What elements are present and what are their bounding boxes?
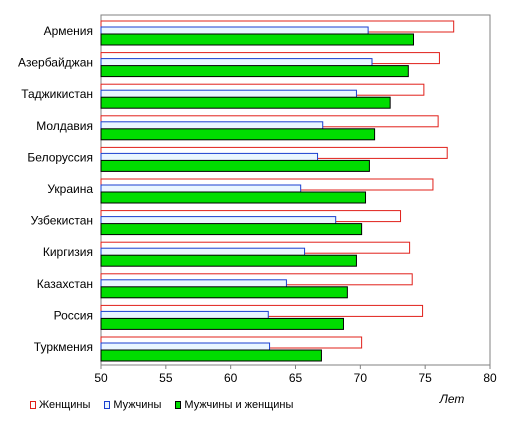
bar-both bbox=[100, 191, 367, 204]
x-tick-label: 50 bbox=[94, 371, 108, 385]
x-tick-label: 75 bbox=[418, 371, 432, 385]
legend-label: Мужчины и женщины bbox=[184, 399, 294, 411]
bar-both bbox=[100, 96, 391, 109]
bar-both bbox=[100, 349, 322, 362]
legend-item-men: Мужчины bbox=[104, 399, 161, 411]
bar-both bbox=[100, 159, 370, 172]
legend-item-both: Мужчины и женщины bbox=[175, 399, 293, 411]
x-tick-label: 60 bbox=[224, 371, 238, 385]
category-label: Азербайджан bbox=[18, 56, 93, 70]
legend-label: Мужчины bbox=[113, 399, 162, 411]
bar-both bbox=[100, 128, 376, 141]
x-tick-label: 80 bbox=[483, 371, 497, 385]
x-axis-ticks: 50 55 60 65 70 75 80 bbox=[94, 365, 497, 385]
category-label: Молдавия bbox=[36, 119, 93, 133]
legend-swatch bbox=[175, 401, 182, 409]
category-labels: Армения Азербайджан Таджикистан Молдавия Бел… bbox=[18, 24, 93, 354]
category-label: Киргизия bbox=[43, 245, 93, 259]
legend-label: Женщины bbox=[39, 399, 91, 411]
bar-both bbox=[100, 254, 357, 267]
legend-item-women: Женщины bbox=[30, 399, 90, 411]
legend: Женщины Мужчины Мужчины и женщины bbox=[30, 397, 307, 413]
x-axis-title: Лет bbox=[439, 392, 465, 406]
category-label: Туркмения bbox=[34, 340, 93, 354]
category-label: Таджикистан bbox=[21, 87, 93, 101]
bar-both bbox=[100, 286, 348, 299]
category-label: Армения bbox=[44, 24, 93, 38]
x-tick-label: 70 bbox=[354, 371, 368, 385]
category-label: Казахстан bbox=[37, 277, 93, 291]
category-label: Белоруссия bbox=[27, 150, 93, 164]
bar-both bbox=[100, 317, 344, 330]
category-label: Узбекистан bbox=[31, 214, 93, 228]
bar-layer bbox=[100, 20, 455, 362]
category-label: Россия bbox=[54, 308, 93, 322]
x-tick-label: 65 bbox=[289, 371, 303, 385]
bar-both bbox=[100, 33, 414, 46]
category-label: Украина bbox=[47, 182, 93, 196]
legend-swatch bbox=[104, 401, 111, 409]
bar-both bbox=[100, 65, 409, 78]
bar-both bbox=[100, 223, 363, 236]
x-tick-label: 55 bbox=[159, 371, 173, 385]
legend-swatch bbox=[30, 401, 36, 409]
